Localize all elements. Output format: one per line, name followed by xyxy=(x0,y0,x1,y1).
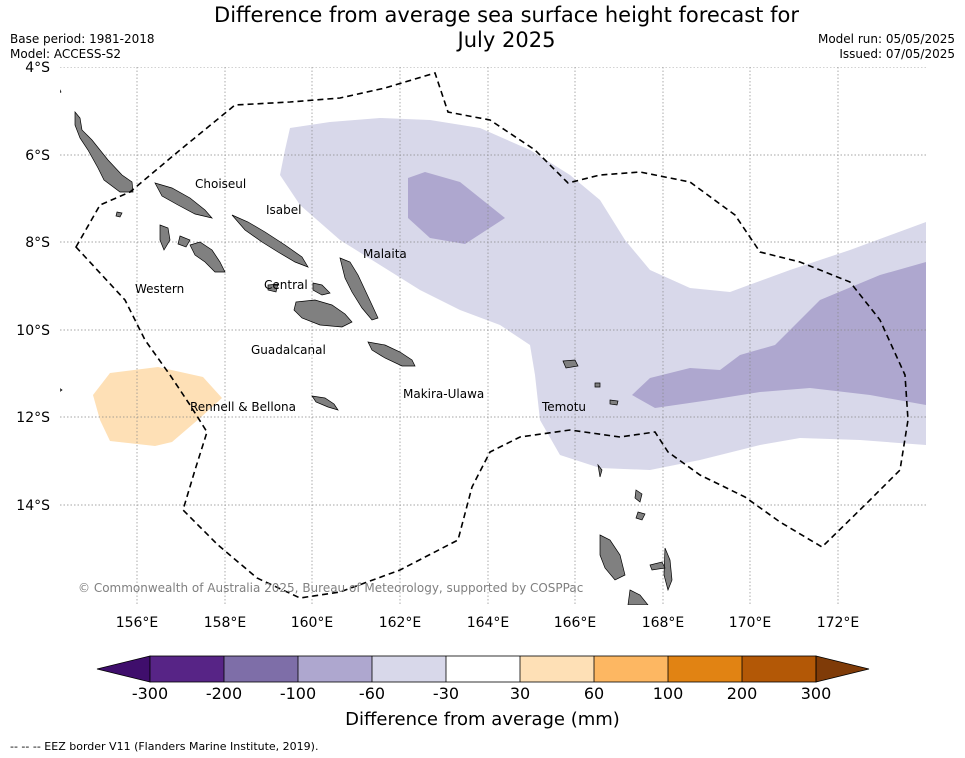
map-area: Choiseul Isabel Malaita Western Central … xyxy=(60,67,926,605)
region-label-choiseul: Choiseul xyxy=(195,177,246,191)
region-label-western: Western xyxy=(135,282,184,296)
island-rennell xyxy=(311,395,339,411)
colorbar-tick-6: 30 xyxy=(510,684,530,703)
region-label-malaita: Malaita xyxy=(363,247,407,261)
colorbar: -300 -200 -100 -60 -30 30 60 100 200 300 xyxy=(96,655,870,703)
model-run: Model run: 05/05/2025 xyxy=(817,32,955,46)
colorbar-seg-2 xyxy=(224,656,298,682)
meta-right: Model run: 05/05/2025 Issued: 07/05/2025 xyxy=(818,32,955,62)
meta-left: Base period: 1981-2018 Model: ACCESS-S2 xyxy=(10,32,155,62)
island-banks xyxy=(635,511,646,521)
colorbar-tick-4: -60 xyxy=(359,684,385,703)
colorbar-tick-8: 100 xyxy=(653,684,684,703)
gridlines xyxy=(60,67,926,605)
lat-label-14s: 14°S xyxy=(16,498,50,514)
island-new-georgia xyxy=(189,241,226,273)
island-espiritu-santo xyxy=(599,534,626,581)
region-label-rennell-bellona: Rennell & Bellona xyxy=(190,400,296,414)
colorbar-seg-5 xyxy=(446,656,520,682)
island-vella xyxy=(159,224,171,251)
lat-label-10s: 10°S xyxy=(16,323,50,339)
model-name: Model: ACCESS-S2 xyxy=(10,47,122,61)
colorbar-title: Difference from average (mm) xyxy=(345,709,620,730)
title-line-2: July 2025 xyxy=(457,28,556,52)
region-label-temotu: Temotu xyxy=(541,400,586,414)
island-russell xyxy=(267,283,279,293)
island-west-a xyxy=(60,89,62,93)
island-santa-cruz xyxy=(562,359,579,369)
island-maewo xyxy=(663,547,673,592)
eez-border xyxy=(75,72,909,599)
island-santa-isabel xyxy=(231,214,309,268)
lat-label-6s: 6°S xyxy=(25,148,50,164)
island-bougainville xyxy=(74,111,134,193)
anomaly-zone-mid-negative-east xyxy=(632,262,926,408)
colorbar-seg-4 xyxy=(372,656,446,682)
lon-label-168e: 168°E xyxy=(642,615,685,631)
island-treasury xyxy=(115,211,123,218)
lat-label-8s: 8°S xyxy=(25,235,50,251)
colorbar-seg-7 xyxy=(594,656,668,682)
issued-date: Issued: 07/05/2025 xyxy=(839,47,955,61)
colorbar-extend-min xyxy=(96,655,151,683)
island-duff xyxy=(597,463,603,478)
colorbar-seg-3 xyxy=(298,656,372,682)
lon-label-172e: 172°E xyxy=(817,615,860,631)
island-makira xyxy=(367,341,416,367)
lon-label-158e: 158°E xyxy=(204,615,247,631)
lat-label-4s: 4°S xyxy=(25,60,50,76)
copyright-credit: © Commonwealth of Australia 2025, Bureau… xyxy=(78,581,583,595)
island-vanikoro xyxy=(609,399,619,406)
island-malaita xyxy=(339,257,379,321)
title-line-1: Difference from average sea surface heig… xyxy=(214,3,799,27)
colorbar-seg-1 xyxy=(150,656,224,682)
colorbar-tick-3: -100 xyxy=(280,684,316,703)
lon-label-160e: 160°E xyxy=(291,615,334,631)
island-reef xyxy=(594,382,601,388)
island-florida xyxy=(312,282,331,296)
colorbar-tick-9: 200 xyxy=(727,684,758,703)
region-label-central: Central xyxy=(264,278,308,292)
islands xyxy=(60,89,673,605)
region-label-guadalcanal: Guadalcanal xyxy=(251,343,326,357)
colorbar-tick-10: 300 xyxy=(801,684,832,703)
lon-label-170e: 170°E xyxy=(729,615,772,631)
region-label-isabel: Isabel xyxy=(266,203,301,217)
lat-label-12s: 12°S xyxy=(16,410,50,426)
anomaly-zone-positive xyxy=(93,367,222,446)
colorbar-extend-max xyxy=(815,655,870,683)
anomaly-zone-mid-negative-north xyxy=(408,172,505,244)
map-title: Difference from average sea surface heig… xyxy=(0,3,965,53)
island-ambae xyxy=(649,561,666,571)
colorbar-tick-7: 60 xyxy=(584,684,604,703)
island-guadalcanal xyxy=(293,299,353,328)
lon-label-166e: 166°E xyxy=(554,615,597,631)
colorbar-tick-2: -200 xyxy=(206,684,242,703)
base-period: Base period: 1981-2018 xyxy=(10,32,155,46)
colorbar-tick-5: -30 xyxy=(433,684,459,703)
colorbar-seg-6 xyxy=(520,656,594,682)
region-label-makira-ulawa: Makira-Ulawa xyxy=(403,387,484,401)
island-kolombangara xyxy=(177,235,191,248)
eez-footnote: -- -- -- EEZ border V11 (Flanders Marine… xyxy=(10,740,319,753)
colorbar-seg-9 xyxy=(742,656,816,682)
island-choiseul xyxy=(154,182,213,219)
island-malakula xyxy=(627,589,649,605)
lon-label-156e: 156°E xyxy=(116,615,159,631)
island-torres xyxy=(634,489,643,503)
lon-label-162e: 162°E xyxy=(379,615,422,631)
island-west-b xyxy=(60,388,63,392)
colorbar-tick-1: -300 xyxy=(132,684,168,703)
colorbar-seg-8 xyxy=(668,656,742,682)
lon-label-164e: 164°E xyxy=(467,615,510,631)
